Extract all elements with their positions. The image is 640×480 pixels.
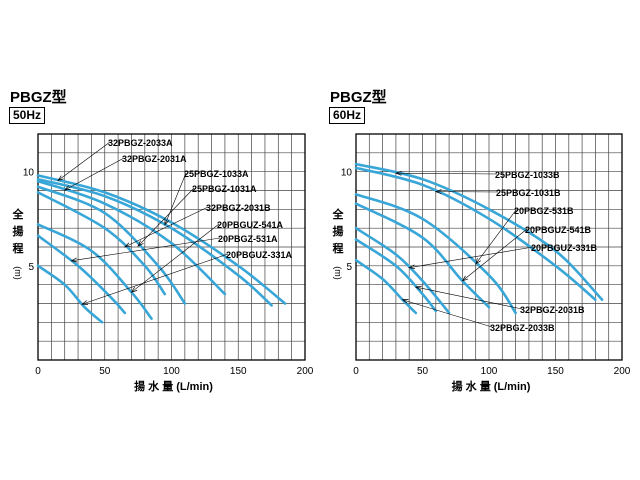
series-line-25PBGZ-1031A bbox=[36, 185, 187, 305]
leader-line bbox=[409, 246, 534, 269]
series-label: 25PBGZ-1031A bbox=[192, 184, 257, 194]
x-tick-label: 200 bbox=[297, 366, 314, 377]
series-line-20PBGZ-531B bbox=[354, 193, 517, 315]
series-label: 25PBGZ-1033A bbox=[184, 169, 249, 179]
x-axis-label: 揚 水 量 (L/min) bbox=[134, 379, 213, 393]
leader-arrowhead bbox=[434, 189, 442, 195]
y-tick-label: 10 bbox=[23, 168, 35, 179]
y-axis-label-unit: (m) bbox=[333, 266, 343, 280]
x-tick-label: 100 bbox=[481, 366, 498, 377]
plot-frame bbox=[37, 133, 306, 361]
leader-line bbox=[131, 223, 220, 293]
leader-arrowhead bbox=[401, 299, 409, 304]
leader-line bbox=[415, 286, 523, 310]
chart-panel-50hz: 0 50 100 150 200 5 10 揚 水 量 (L/min) 全揚程 (m) 32PBGZ… bbox=[9, 89, 314, 393]
leader-line bbox=[124, 206, 209, 248]
y-axis-label-unit: (m) bbox=[13, 266, 23, 280]
leader-arrowhead bbox=[123, 242, 131, 248]
leader-arrowhead bbox=[475, 258, 481, 265]
series-line-20PBGZ-531A bbox=[36, 234, 127, 315]
leader-line bbox=[475, 209, 517, 265]
series-line-25PBGZ-1031B bbox=[354, 166, 597, 301]
leader-arrowhead bbox=[408, 264, 416, 270]
y-axis-label-char: 程 bbox=[333, 241, 344, 255]
y-tick-label: 5 bbox=[346, 262, 352, 273]
series-label: 25PBGZ-1033B bbox=[495, 170, 560, 180]
leader-arrowhead bbox=[63, 185, 71, 191]
x-tick-label: 150 bbox=[230, 366, 247, 377]
y-axis-label-char: 全 bbox=[332, 207, 345, 221]
series-label: 20PBGZ-531A bbox=[218, 234, 278, 244]
series-label: 32PBGZ-2031B bbox=[520, 305, 585, 315]
leader-arrowhead bbox=[81, 300, 89, 305]
series-label: 20PBGUZ-541A bbox=[217, 220, 284, 230]
chart-svg-50hz: 0 50 100 150 200 5 10 揚 水 量 (L/min) 全揚程 (m) 32PBGZ… bbox=[12, 133, 314, 393]
frequency-label: 50Hz bbox=[9, 107, 46, 124]
y-tick-label: 5 bbox=[28, 262, 34, 273]
x-tick-label: 50 bbox=[99, 366, 111, 377]
leader-arrowhead bbox=[164, 218, 170, 226]
series-label: 32PBGZ-2033B bbox=[490, 323, 555, 333]
y-axis-label-char: 全 bbox=[12, 207, 25, 221]
x-tick-label: 150 bbox=[547, 366, 564, 377]
leader-arrowhead bbox=[137, 240, 144, 247]
series-label: 20PBGUZ-331A bbox=[226, 250, 293, 260]
series-label: 20PBGUZ-331B bbox=[531, 243, 598, 253]
y-axis-label-char: 程 bbox=[13, 241, 24, 255]
series-line-20PBGUZ-331A bbox=[36, 264, 104, 324]
x-tick-label: 0 bbox=[353, 366, 359, 377]
leader-line bbox=[57, 141, 111, 181]
x-tick-label: 100 bbox=[163, 366, 180, 377]
leader-line bbox=[402, 299, 493, 328]
chart-svg-60hz: 0 50 100 150 200 5 10 揚 水 量 (L/min) 全揚程 (m) 25PBGZ… bbox=[332, 133, 631, 393]
leader-line bbox=[462, 228, 528, 282]
series-line-25PBGZ-1033A bbox=[36, 177, 273, 307]
leader-arrowhead bbox=[414, 285, 422, 291]
series-line-20PBGUZ-541B bbox=[354, 202, 491, 309]
series-label: 25PBGZ-1031B bbox=[496, 188, 561, 198]
leader-arrowhead bbox=[57, 175, 64, 182]
series-line-32PBGZ-2033B bbox=[354, 258, 418, 315]
y-axis-label-char: 揚 bbox=[333, 224, 344, 238]
y-axis-label: 全揚程 (m) bbox=[12, 207, 25, 280]
series-label: 32PBGZ-2031B bbox=[206, 203, 271, 213]
series-line-32PBGZ-2033A bbox=[36, 174, 287, 305]
leader-arrowhead bbox=[461, 275, 469, 282]
series-line-20PBGUZ-541A bbox=[36, 223, 153, 320]
leader-line bbox=[395, 172, 498, 175]
y-axis-label-char: 揚 bbox=[13, 224, 24, 238]
series-line-32PBGZ-2031B bbox=[36, 191, 167, 296]
series-label: 20PBGUZ-541B bbox=[525, 225, 592, 235]
leader-line bbox=[164, 172, 187, 226]
leader-arrowhead bbox=[70, 257, 78, 263]
series-line-32PBGZ-2031B bbox=[354, 238, 438, 313]
chart-panel-60hz: 0 50 100 150 200 5 10 揚 水 量 (L/min) 全揚程 (m) 25PBGZ… bbox=[320, 0, 640, 480]
series-label: 20PBGZ-531B bbox=[514, 206, 574, 216]
leader-line bbox=[71, 237, 221, 262]
series-label: 32PBGZ-2033A bbox=[108, 138, 173, 148]
y-tick-label: 10 bbox=[341, 168, 353, 179]
chart-title: PBGZ型 bbox=[10, 89, 67, 106]
frequency-label: 60Hz bbox=[329, 107, 366, 124]
leader-line bbox=[64, 157, 125, 191]
leader-arrowhead bbox=[394, 170, 402, 176]
x-axis-label: 揚 水 量 (L/min) bbox=[452, 379, 531, 393]
leader-line bbox=[81, 253, 229, 305]
plot-frame bbox=[355, 133, 623, 361]
y-axis-label: 全揚程 (m) bbox=[332, 207, 345, 280]
leader-arrowhead bbox=[130, 286, 138, 293]
x-tick-label: 200 bbox=[614, 366, 631, 377]
x-tick-label: 0 bbox=[35, 366, 41, 377]
chart-title: PBGZ型 bbox=[330, 89, 387, 106]
series-label: 32PBGZ-2031A bbox=[122, 154, 187, 164]
x-tick-label: 50 bbox=[417, 366, 429, 377]
